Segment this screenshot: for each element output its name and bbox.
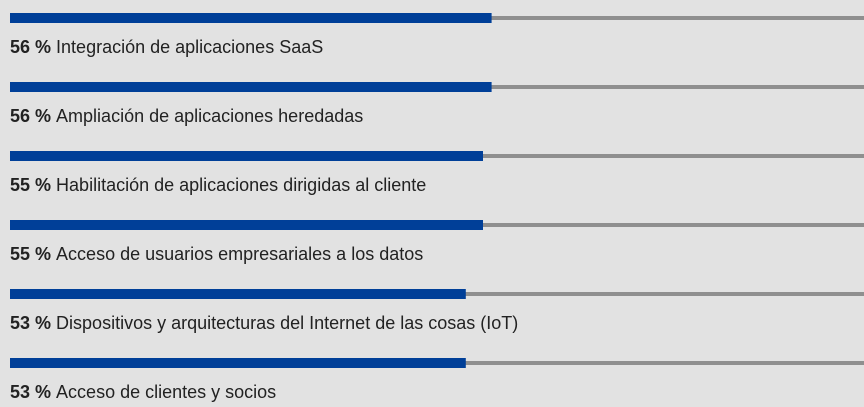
category-label: Habilitación de aplicaciones dirigidas a… <box>56 175 426 195</box>
category-label: Integración de aplicaciones SaaS <box>56 37 323 57</box>
bar <box>10 358 466 368</box>
bar-label: 55 % Habilitación de aplicaciones dirigi… <box>10 175 426 195</box>
bar-label: 53 % Acceso de clientes y socios <box>10 382 276 402</box>
bar <box>10 220 483 230</box>
bar <box>10 289 466 299</box>
bar-label: 56 % Ampliación de aplicaciones heredada… <box>10 106 363 126</box>
value-label: 56 % <box>10 106 51 126</box>
category-label: Ampliación de aplicaciones heredadas <box>56 106 363 126</box>
bar <box>10 82 492 92</box>
bar <box>10 151 483 161</box>
value-label: 56 % <box>10 37 51 57</box>
category-label: Dispositivos y arquitecturas del Interne… <box>56 313 518 333</box>
value-label: 53 % <box>10 382 51 402</box>
value-label: 55 % <box>10 244 51 264</box>
value-label: 55 % <box>10 175 51 195</box>
value-label: 53 % <box>10 313 51 333</box>
category-label: Acceso de clientes y socios <box>56 382 276 402</box>
bar-label: 56 % Integración de aplicaciones SaaS <box>10 37 323 57</box>
bar-label: 55 % Acceso de usuarios empresariales a … <box>10 244 423 264</box>
bar <box>10 13 492 23</box>
bar-label: 53 % Dispositivos y arquitecturas del In… <box>10 313 518 333</box>
category-label: Acceso de usuarios empresariales a los d… <box>56 244 423 264</box>
